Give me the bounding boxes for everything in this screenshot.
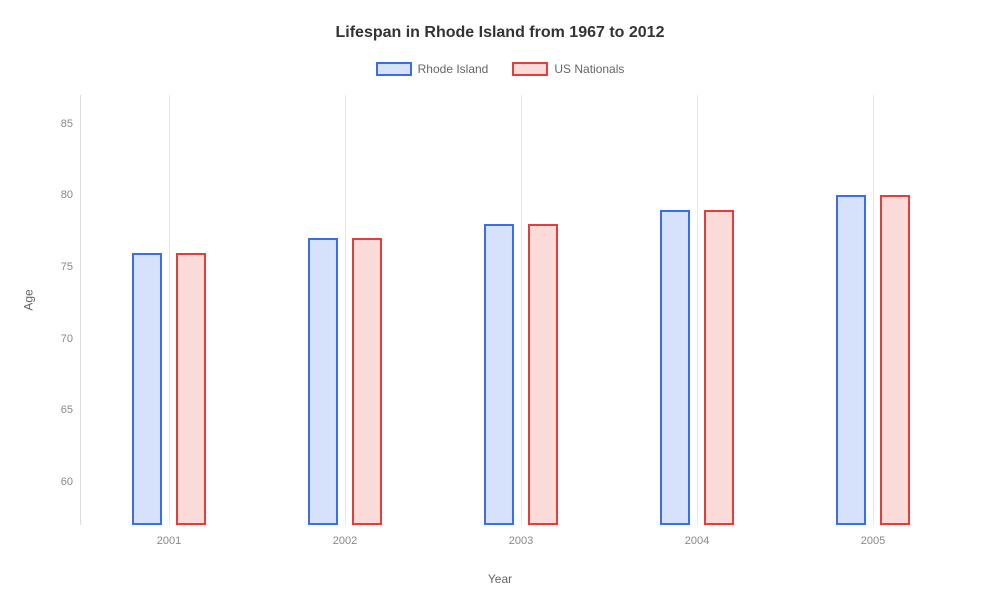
- x-tick-label: 2005: [861, 535, 885, 547]
- x-tick-label: 2001: [157, 535, 181, 547]
- bar: [660, 210, 690, 525]
- bar: [484, 224, 514, 525]
- plot-area: 20012002200320042005606570758085: [80, 95, 960, 525]
- gridline-v: [697, 95, 698, 525]
- gridline-v: [169, 95, 170, 525]
- bar: [352, 238, 382, 525]
- y-tick-label: 65: [43, 404, 73, 416]
- gridline-v: [873, 95, 874, 525]
- y-tick-label: 85: [43, 118, 73, 130]
- x-tick-label: 2004: [685, 535, 709, 547]
- bar: [704, 210, 734, 525]
- bar: [308, 238, 338, 525]
- legend: Rhode Island US Nationals: [0, 62, 1000, 76]
- x-tick-label: 2003: [509, 535, 533, 547]
- y-tick-label: 75: [43, 261, 73, 273]
- x-axis-label: Year: [0, 572, 1000, 586]
- bar: [132, 253, 162, 525]
- y-axis-label: Age: [22, 289, 36, 310]
- chart-title: Lifespan in Rhode Island from 1967 to 20…: [0, 24, 1000, 42]
- y-tick-label: 70: [43, 333, 73, 345]
- gridline-v: [521, 95, 522, 525]
- legend-label: US Nationals: [554, 62, 624, 76]
- y-tick-label: 60: [43, 476, 73, 488]
- bar: [880, 195, 910, 525]
- chart-container: Lifespan in Rhode Island from 1967 to 20…: [0, 0, 1000, 600]
- y-tick-label: 80: [43, 189, 73, 201]
- legend-item-us-nationals: US Nationals: [512, 62, 624, 76]
- legend-item-rhode-island: Rhode Island: [376, 62, 489, 76]
- gridline-v: [345, 95, 346, 525]
- x-tick-label: 2002: [333, 535, 357, 547]
- bar: [836, 195, 866, 525]
- bar: [176, 253, 206, 525]
- legend-swatch-rhode-island: [376, 62, 412, 76]
- bar: [528, 224, 558, 525]
- legend-label: Rhode Island: [418, 62, 489, 76]
- legend-swatch-us-nationals: [512, 62, 548, 76]
